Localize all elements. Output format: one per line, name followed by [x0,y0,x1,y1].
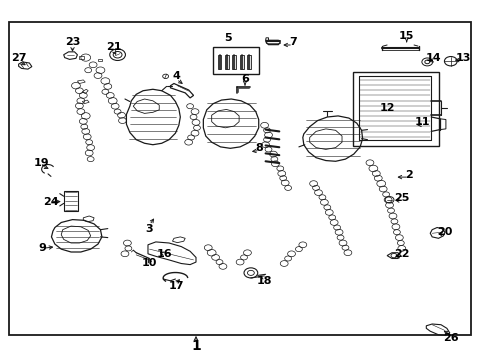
Text: 10: 10 [142,258,157,268]
Text: 26: 26 [443,333,459,343]
Text: 22: 22 [394,249,410,259]
Text: 16: 16 [156,249,172,259]
Text: 3: 3 [146,224,153,234]
Text: 2: 2 [405,170,413,180]
Bar [79,56,84,59]
Bar [64,191,78,211]
Bar [218,55,221,69]
Bar [225,55,229,69]
Text: 17: 17 [169,281,184,291]
Text: 4: 4 [172,71,180,81]
Text: 6: 6 [241,74,249,84]
Text: 12: 12 [379,103,395,113]
Bar [353,72,439,146]
Text: 9: 9 [38,243,46,253]
Text: 23: 23 [65,37,80,48]
Bar [213,47,259,74]
Text: 25: 25 [394,193,410,203]
Text: 19: 19 [34,158,49,168]
Bar [9,22,471,335]
Text: 21: 21 [106,42,122,52]
Text: 27: 27 [11,53,26,63]
Bar [247,55,251,69]
Text: 18: 18 [257,276,272,286]
Text: 14: 14 [426,53,441,63]
Text: 20: 20 [437,227,453,237]
Text: 8: 8 [256,143,264,153]
Text: 1: 1 [191,339,201,352]
Text: 7: 7 [289,37,297,47]
Text: 24: 24 [43,197,58,207]
Text: 5: 5 [224,33,232,43]
Bar [232,55,236,69]
Text: 11: 11 [415,117,430,127]
Text: 15: 15 [399,31,415,41]
Bar [240,55,244,69]
Text: 13: 13 [455,53,471,63]
Bar [98,59,102,61]
